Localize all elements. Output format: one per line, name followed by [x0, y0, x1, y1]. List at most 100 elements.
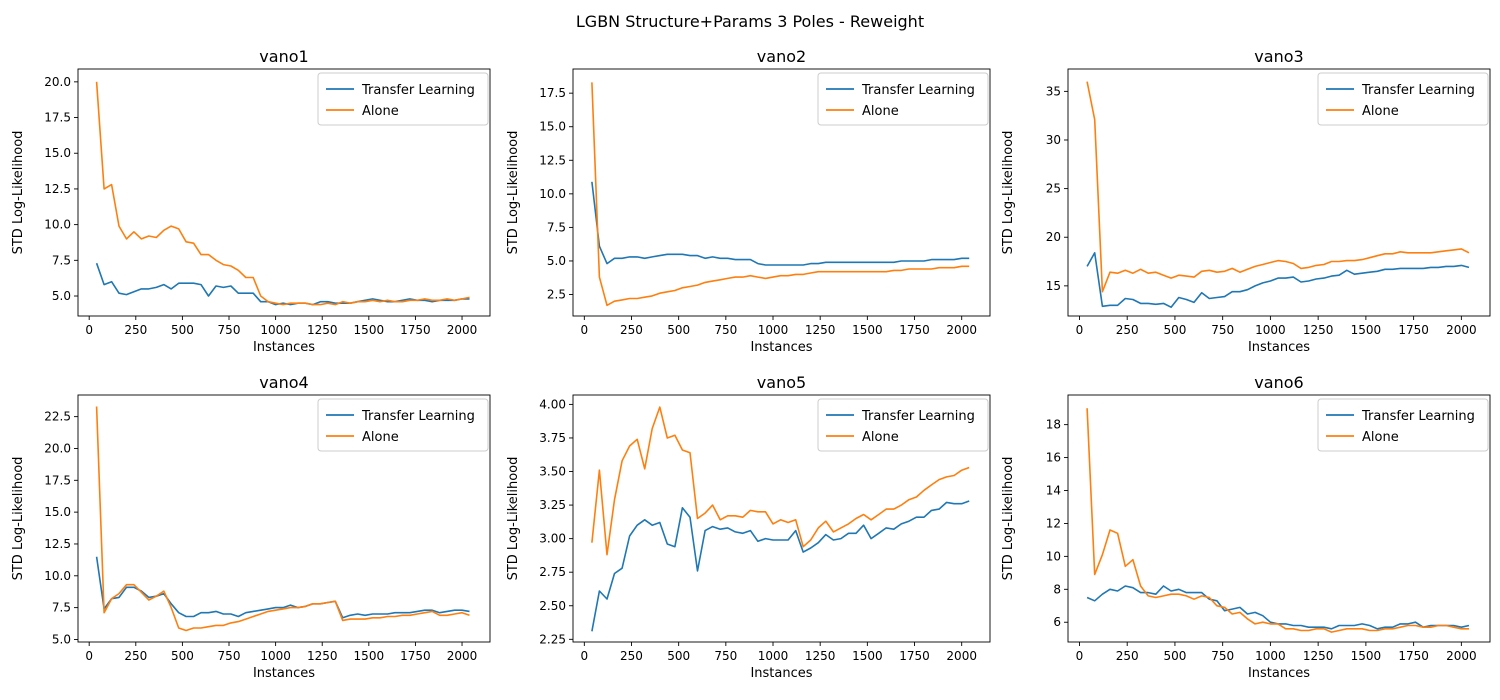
x-tick-label: 1000: [260, 649, 291, 663]
legend-box: [1317, 72, 1489, 126]
legend-label: Alone: [862, 104, 899, 119]
legend-box: [317, 72, 489, 126]
x-tick-label: 1750: [400, 323, 431, 337]
x-tick-label: 0: [85, 323, 93, 337]
x-tick-label: 1250: [307, 649, 338, 663]
y-tick-label: 15.0: [44, 146, 71, 160]
y-tick-label: 2.75: [539, 565, 566, 579]
x-tick-label: 250: [620, 323, 643, 337]
x-tick-label: 500: [667, 649, 690, 663]
y-axis-label: STD Log-Likelihood: [11, 131, 26, 255]
x-tick-label: 750: [714, 323, 737, 337]
y-axis-label: STD Log-Likelihood: [1001, 457, 1016, 581]
x-tick-label: 250: [620, 649, 643, 663]
subplot-title: vano5: [757, 373, 806, 392]
x-tick-label: 1750: [400, 649, 431, 663]
x-tick-label: 2000: [1446, 323, 1477, 337]
y-tick-label: 12.5: [44, 182, 71, 196]
y-tick-label: 20: [1046, 230, 1061, 244]
y-axis-label: STD Log-Likelihood: [11, 457, 26, 581]
series-line-alone: [95, 406, 470, 632]
y-tick-label: 5.0: [52, 632, 71, 646]
series-line-alone: [591, 82, 970, 307]
series-line-alone: [1086, 408, 1469, 633]
x-tick-label: 1500: [852, 323, 883, 337]
legend-label: Transfer Learning: [1361, 409, 1475, 424]
y-tick-label: 35: [1046, 84, 1061, 98]
y-tick-label: 12: [1046, 516, 1061, 530]
y-tick-label: 5.0: [52, 289, 71, 303]
y-tick-label: 14: [1046, 484, 1061, 498]
x-tick-label: 1500: [1351, 323, 1382, 337]
x-tick-label: 0: [1076, 649, 1084, 663]
series-line-transfer-learning: [1086, 252, 1470, 309]
legend-label: Transfer Learning: [861, 83, 975, 98]
x-tick-label: 750: [714, 649, 737, 663]
subplot-vano6: vano6 0 250 500 750 1000 1250 1500 1750 2000 6 8 10 1…: [1001, 373, 1491, 681]
x-tick-label: 1000: [260, 323, 291, 337]
y-tick-label: 3.50: [539, 465, 566, 479]
y-tick-label: 2.25: [539, 632, 566, 646]
x-axis-label: Instances: [1248, 666, 1310, 681]
x-tick-label: 0: [85, 649, 93, 663]
subplot-title: vano4: [259, 373, 308, 392]
x-tick-label: 500: [667, 323, 690, 337]
y-tick-label: 20.0: [44, 441, 71, 455]
x-tick-label: 2000: [946, 323, 977, 337]
y-tick-label: 25: [1046, 182, 1061, 196]
plot-frame: [77, 394, 491, 643]
legend-label: Transfer Learning: [361, 83, 475, 98]
x-tick-label: 1500: [354, 323, 385, 337]
x-tick-label: 2000: [1446, 649, 1477, 663]
x-tick-label: 2000: [447, 323, 478, 337]
plot-frame: [77, 68, 491, 317]
plot-frame: [572, 68, 991, 317]
x-tick-label: 750: [218, 323, 241, 337]
x-tick-label: 1250: [805, 649, 836, 663]
x-tick-label: 500: [1163, 323, 1186, 337]
legend: Transfer Learning Alone: [1317, 398, 1489, 452]
series-line-alone: [591, 406, 970, 556]
series-line-transfer-learning: [591, 181, 970, 266]
x-tick-label: 2000: [946, 649, 977, 663]
x-tick-label: 1500: [852, 649, 883, 663]
y-tick-label: 30: [1046, 133, 1061, 147]
x-tick-label: 750: [1211, 323, 1234, 337]
x-tick-label: 250: [124, 649, 147, 663]
y-tick-label: 12.5: [44, 537, 71, 551]
x-tick-label: 1250: [1303, 323, 1334, 337]
y-tick-label: 17.5: [44, 111, 71, 125]
y-tick-label: 15: [1046, 279, 1061, 293]
y-tick-label: 3.75: [539, 431, 566, 445]
x-tick-label: 250: [124, 323, 147, 337]
subplot-vano5: vano5 0 250 500 750 1000 1250 1500 1750 2000 2.25 2…: [506, 373, 991, 681]
legend: Transfer Learning Alone: [317, 398, 489, 452]
x-axis-label: Instances: [253, 340, 315, 355]
x-tick-label: 250: [1116, 323, 1139, 337]
x-tick-label: 500: [1163, 649, 1186, 663]
x-axis-label: Instances: [1248, 340, 1310, 355]
legend-box: [817, 72, 989, 126]
y-tick-label: 17.5: [44, 473, 71, 487]
x-tick-label: 1750: [899, 323, 930, 337]
x-tick-label: 500: [171, 649, 194, 663]
y-tick-label: 7.5: [52, 253, 71, 267]
x-axis-label: Instances: [750, 666, 812, 681]
subplot-vano2: vano2 0 250 500 750 1000 1250 1500 1750 2000 2.5 5.…: [506, 47, 991, 355]
y-axis-label: STD Log-Likelihood: [506, 457, 521, 581]
x-axis-label: Instances: [253, 666, 315, 681]
x-tick-label: 0: [1076, 323, 1084, 337]
series-line-transfer-learning: [1086, 585, 1470, 630]
y-tick-label: 2.50: [539, 599, 566, 613]
y-tick-label: 20.0: [44, 75, 71, 89]
y-tick-label: 10.0: [44, 569, 71, 583]
x-tick-label: 1750: [1398, 323, 1429, 337]
subplot-title: vano6: [1254, 373, 1303, 392]
legend: Transfer Learning Alone: [817, 398, 989, 452]
subplot-title: vano1: [259, 47, 308, 66]
legend-label: Alone: [1362, 430, 1399, 445]
x-axis-label: Instances: [750, 340, 812, 355]
x-tick-label: 1000: [758, 323, 789, 337]
series-line-transfer-learning: [591, 500, 970, 632]
